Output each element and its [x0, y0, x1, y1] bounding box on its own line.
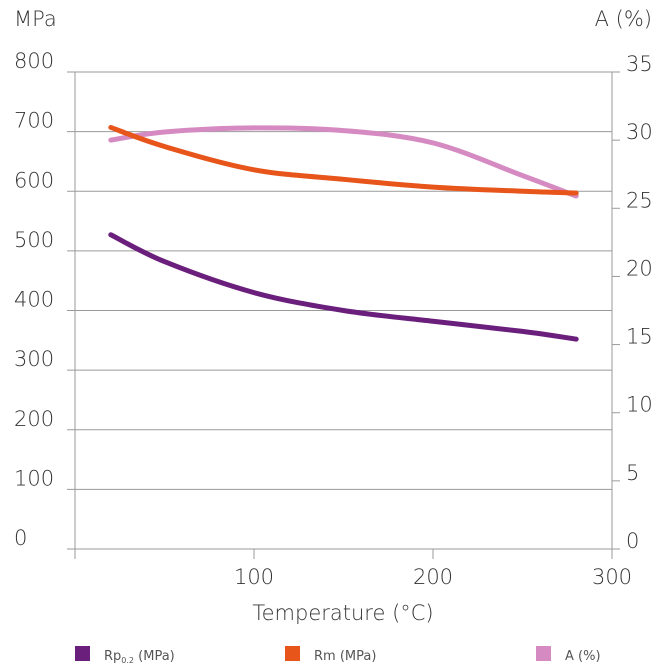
x-tick-label: 200 — [413, 565, 453, 589]
y-left-tick-label: 700 — [14, 109, 54, 133]
y-left-tick-label: 300 — [14, 347, 54, 371]
y-right-tick-label: 35 — [626, 52, 653, 76]
x-tick-label: 100 — [234, 565, 274, 589]
series-lines — [108, 124, 579, 342]
series-line-rm — [108, 124, 579, 196]
legend-label: A (%) — [565, 649, 601, 664]
y-right-tick-label: 10 — [626, 393, 653, 417]
y-right-tick-label: 15 — [626, 325, 653, 349]
legend: Rp0.2 (MPa) Rm (MPa) A (%) — [75, 646, 601, 665]
tick-labels: 0 100 200 300 400 500 600 700 800 0 5 10 15 20 25 30 35 1… — [14, 49, 653, 589]
series-line-rp02 — [108, 232, 579, 342]
series-line-a-percent — [108, 125, 579, 199]
y-right-tick-label: 0 — [626, 529, 639, 553]
y-right-tick-label: 5 — [626, 461, 639, 485]
y-left-axis-title: MPa — [14, 7, 57, 31]
grid — [67, 71, 620, 559]
y-left-tick-label: 600 — [14, 168, 54, 192]
legend-swatch — [285, 646, 300, 661]
y-left-tick-label: 500 — [14, 228, 54, 252]
legend-label: Rp0.2 (MPa) — [104, 649, 175, 665]
y-right-tick-label: 20 — [626, 256, 653, 280]
y-left-tick-label: 400 — [14, 288, 54, 312]
y-right-tick-label: 30 — [626, 120, 653, 144]
y-left-tick-label: 200 — [14, 407, 54, 431]
y-left-tick-label: 100 — [14, 466, 54, 490]
y-left-tick-label: 800 — [14, 49, 54, 73]
legend-swatch — [75, 646, 90, 661]
y-right-tick-label: 25 — [626, 188, 653, 212]
legend-label: Rm (MPa) — [314, 649, 376, 664]
y-left-tick-label: 0 — [14, 526, 27, 550]
legend-swatch — [536, 646, 551, 661]
y-right-axis-title: A (%) — [595, 7, 652, 31]
x-tick-label: 300 — [592, 565, 632, 589]
x-axis-title: Temperature (°C) — [252, 601, 433, 625]
